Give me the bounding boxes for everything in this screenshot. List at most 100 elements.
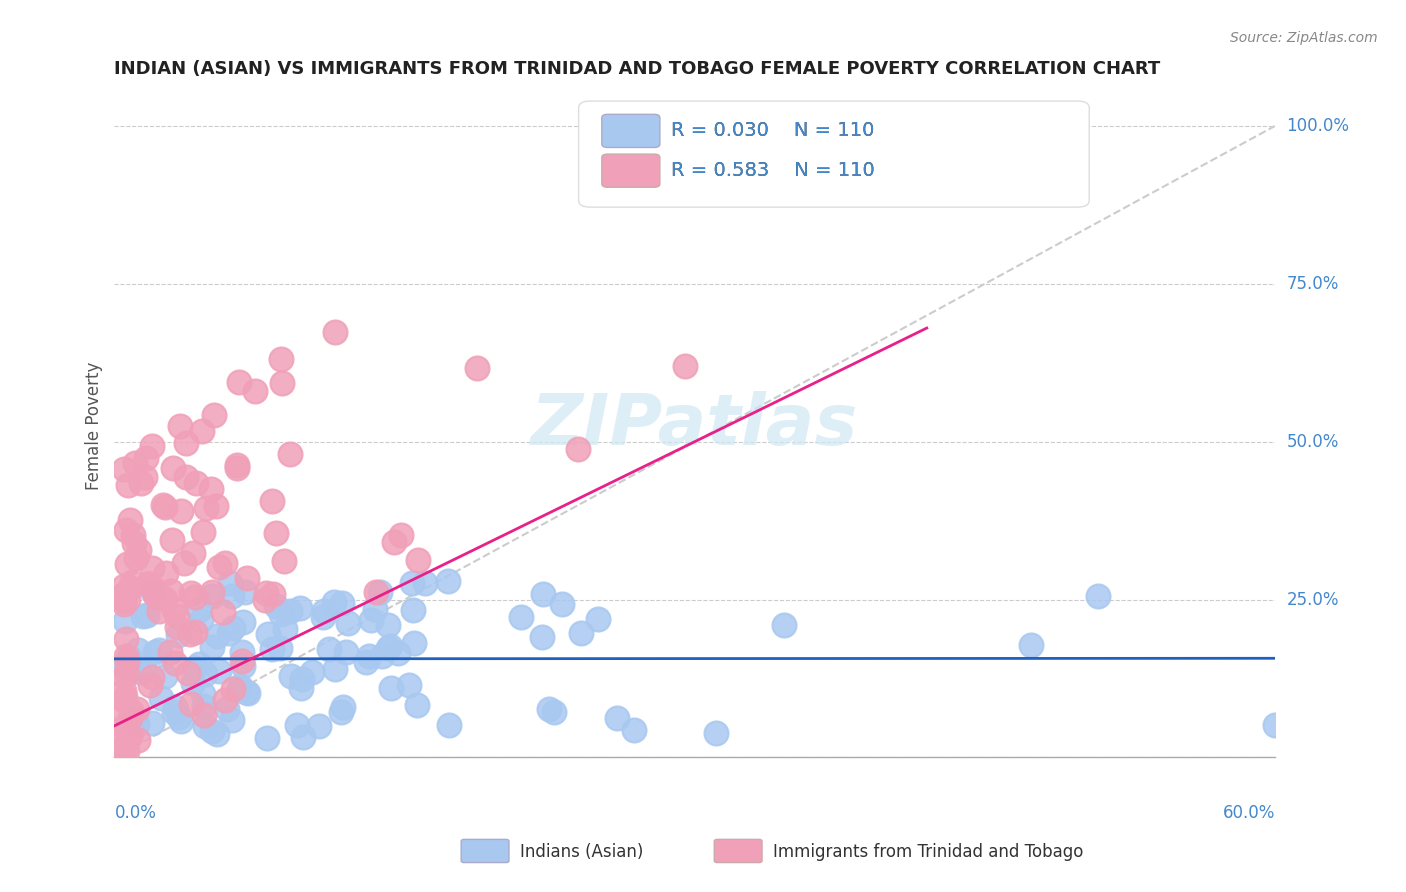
Immigrants from Trinidad and Tobago (112, 668, 135, 682)
Indians (Asian) (1087, 589, 1109, 603)
FancyBboxPatch shape (602, 154, 659, 187)
Indians (Asian) (219, 575, 242, 590)
Indians (Asian) (191, 687, 214, 701)
Indians (Asian) (359, 649, 381, 664)
Immigrants from Trinidad and Tobago (262, 494, 284, 508)
Indians (Asian) (190, 613, 212, 627)
Immigrants from Trinidad and Tobago (141, 439, 163, 453)
Immigrants from Trinidad and Tobago (177, 666, 200, 681)
Immigrants from Trinidad and Tobago (135, 451, 157, 466)
Indians (Asian) (323, 662, 346, 676)
Immigrants from Trinidad and Tobago (183, 624, 205, 639)
Text: INDIAN (ASIAN) VS IMMIGRANTS FROM TRINIDAD AND TOBAGO FEMALE POVERTY CORRELATION: INDIAN (ASIAN) VS IMMIGRANTS FROM TRINID… (114, 60, 1161, 78)
Immigrants from Trinidad and Tobago (200, 483, 222, 497)
Immigrants from Trinidad and Tobago (228, 376, 250, 390)
Indians (Asian) (571, 625, 593, 640)
Indians (Asian) (371, 648, 394, 663)
Immigrants from Trinidad and Tobago (159, 584, 181, 599)
Immigrants from Trinidad and Tobago (143, 582, 166, 597)
Indians (Asian) (228, 679, 250, 693)
Immigrants from Trinidad and Tobago (115, 523, 138, 537)
Immigrants from Trinidad and Tobago (112, 693, 135, 707)
Indians (Asian) (291, 672, 314, 686)
Indians (Asian) (205, 727, 228, 741)
Immigrants from Trinidad and Tobago (112, 593, 135, 607)
Immigrants from Trinidad and Tobago (253, 593, 276, 607)
Immigrants from Trinidad and Tobago (278, 447, 301, 461)
Indians (Asian) (586, 612, 609, 626)
Immigrants from Trinidad and Tobago (112, 684, 135, 698)
Indians (Asian) (380, 640, 402, 654)
Indians (Asian) (150, 691, 173, 706)
Immigrants from Trinidad and Tobago (115, 649, 138, 664)
Text: Indians (Asian): Indians (Asian) (520, 843, 644, 861)
Indians (Asian) (322, 595, 344, 609)
Immigrants from Trinidad and Tobago (186, 476, 208, 491)
Immigrants from Trinidad and Tobago (124, 456, 146, 470)
Text: R = 0.030    N = 110: R = 0.030 N = 110 (672, 121, 875, 140)
Indians (Asian) (256, 731, 278, 746)
Indians (Asian) (201, 640, 224, 654)
Indians (Asian) (181, 676, 204, 690)
Indians (Asian) (127, 643, 149, 657)
Immigrants from Trinidad and Tobago (112, 720, 135, 734)
Indians (Asian) (228, 683, 250, 698)
Immigrants from Trinidad and Tobago (254, 585, 277, 599)
Immigrants from Trinidad and Tobago (127, 733, 149, 747)
Immigrants from Trinidad and Tobago (201, 584, 224, 599)
Immigrants from Trinidad and Tobago (152, 498, 174, 512)
Indians (Asian) (551, 597, 574, 611)
Indians (Asian) (264, 599, 287, 614)
Text: Immigrants from Trinidad and Tobago: Immigrants from Trinidad and Tobago (773, 843, 1084, 861)
Immigrants from Trinidad and Tobago (112, 579, 135, 593)
Indians (Asian) (193, 699, 215, 714)
Indians (Asian) (312, 604, 335, 618)
Immigrants from Trinidad and Tobago (173, 556, 195, 570)
Immigrants from Trinidad and Tobago (139, 678, 162, 692)
Immigrants from Trinidad and Tobago (112, 706, 135, 720)
Indians (Asian) (221, 621, 243, 635)
Indians (Asian) (114, 615, 136, 629)
Indians (Asian) (256, 626, 278, 640)
Immigrants from Trinidad and Tobago (174, 470, 197, 484)
Indians (Asian) (187, 657, 209, 672)
Indians (Asian) (290, 600, 312, 615)
Immigrants from Trinidad and Tobago (204, 499, 226, 513)
Immigrants from Trinidad and Tobago (117, 478, 139, 492)
Indians (Asian) (402, 636, 425, 650)
Indians (Asian) (232, 615, 254, 629)
Immigrants from Trinidad and Tobago (163, 657, 186, 671)
Indians (Asian) (132, 608, 155, 623)
Immigrants from Trinidad and Tobago (120, 730, 142, 744)
Indians (Asian) (623, 723, 645, 737)
Indians (Asian) (360, 613, 382, 627)
Immigrants from Trinidad and Tobago (193, 708, 215, 723)
Indians (Asian) (194, 719, 217, 733)
Text: 100.0%: 100.0% (1286, 117, 1350, 135)
Immigrants from Trinidad and Tobago (191, 424, 214, 438)
Immigrants from Trinidad and Tobago (166, 609, 188, 624)
Immigrants from Trinidad and Tobago (112, 740, 135, 755)
Indians (Asian) (439, 718, 461, 732)
Immigrants from Trinidad and Tobago (273, 554, 295, 568)
Immigrants from Trinidad and Tobago (181, 546, 204, 560)
Indians (Asian) (153, 669, 176, 683)
Indians (Asian) (170, 714, 193, 729)
Indians (Asian) (136, 607, 159, 622)
Text: 50.0%: 50.0% (1286, 433, 1339, 450)
Immigrants from Trinidad and Tobago (115, 557, 138, 571)
Indians (Asian) (402, 603, 425, 617)
Indians (Asian) (280, 669, 302, 683)
Immigrants from Trinidad and Tobago (122, 536, 145, 550)
Immigrants from Trinidad and Tobago (148, 605, 170, 619)
Immigrants from Trinidad and Tobago (163, 602, 186, 616)
Indians (Asian) (238, 685, 260, 699)
Immigrants from Trinidad and Tobago (222, 681, 245, 696)
Indians (Asian) (218, 626, 240, 640)
Immigrants from Trinidad and Tobago (138, 577, 160, 591)
Immigrants from Trinidad and Tobago (153, 500, 176, 514)
Indians (Asian) (290, 681, 312, 695)
Indians (Asian) (368, 585, 391, 599)
Indians (Asian) (377, 640, 399, 655)
Text: R = 0.030    N = 110: R = 0.030 N = 110 (672, 121, 875, 140)
